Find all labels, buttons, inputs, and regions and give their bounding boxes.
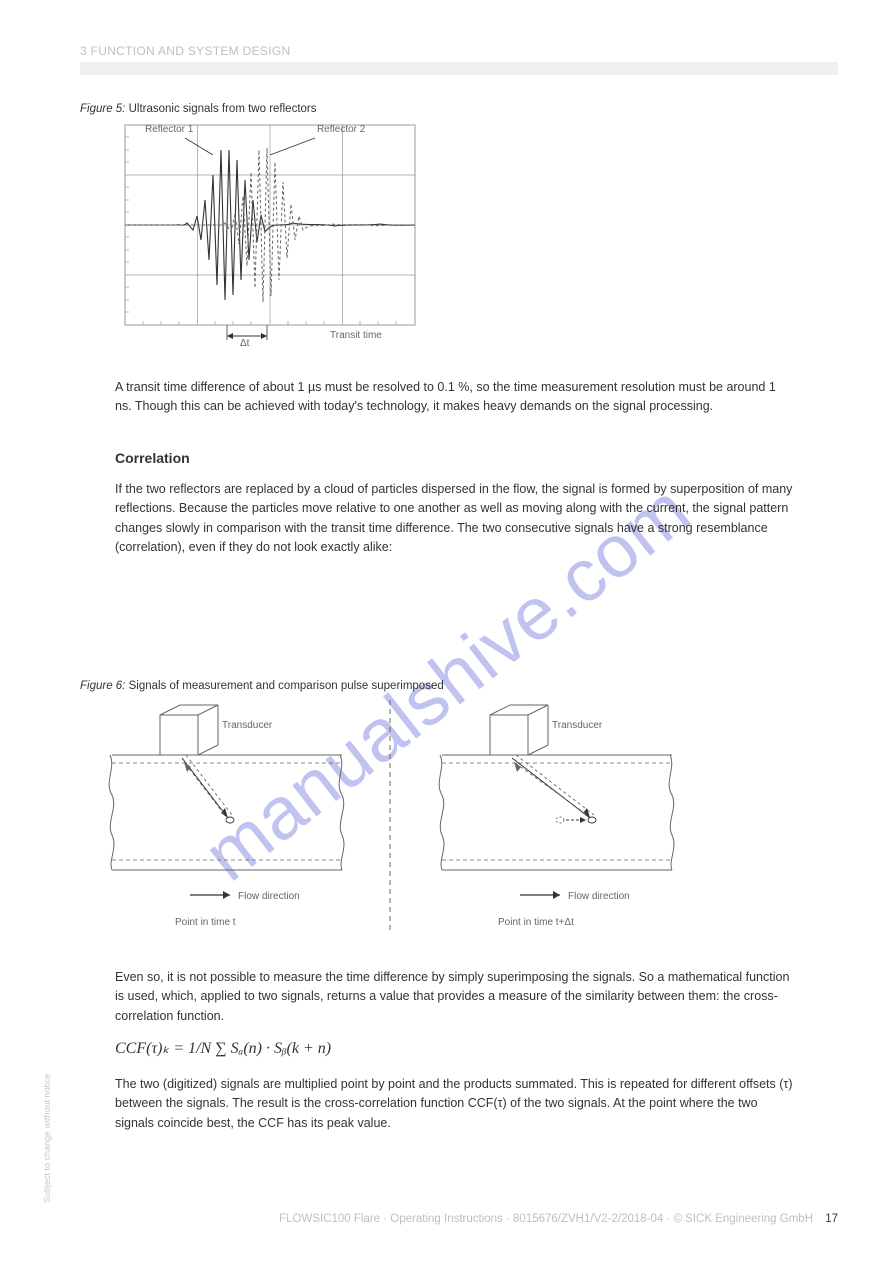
flow-label-a: Flow direction (238, 891, 300, 902)
figure5-caption: Figure 5: Ultrasonic signals from two re… (80, 103, 317, 115)
paragraph-4: The two (digitized) signals are multipli… (115, 1075, 795, 1133)
figure5-label: Figure 5: (80, 103, 125, 115)
figure6-caption-text: Signals of measurement and comparison pu… (129, 680, 444, 692)
figure6-label: Figure 6: (80, 680, 125, 692)
figure5-caption-text: Ultrasonic signals from two reflectors (129, 103, 317, 115)
figure6-caption: Figure 6: Signals of measurement and com… (80, 680, 444, 692)
figure5-chart: Reflector 1 Reflector 2 Δt Transit time (115, 120, 425, 350)
figure5-xaxis-label: Transit time (330, 330, 382, 341)
time-label-a: Point in time t (175, 917, 236, 928)
equation-ccf: CCF(τ)ₖ = 1/N ∑ Sₐ(n) · Sᵦ(k + n) (115, 1038, 331, 1058)
paragraph-3: Even so, it is not possible to measure t… (115, 968, 795, 1026)
section-heading-correlation: Correlation (115, 450, 190, 466)
figure6-diagram: Transducer Transducer Flow direction Flo… (90, 700, 730, 960)
figure5-reflector2-label: Reflector 2 (317, 124, 365, 135)
figure5-deltat-label: Δt (240, 338, 249, 349)
page: 3 FUNCTION AND SYSTEM DESIGN manualshive… (0, 0, 893, 1263)
page-header-rule (80, 62, 838, 75)
footer-doc-info: FLOWSIC100 Flare · Operating Instruction… (279, 1213, 813, 1225)
transducer-label-b: Transducer (552, 720, 603, 731)
time-label-b: Point in time t+Δt (498, 917, 574, 928)
paragraph-2: If the two reflectors are replaced by a … (115, 480, 795, 558)
page-header-section: 3 FUNCTION AND SYSTEM DESIGN (80, 44, 290, 58)
footer-page-number: 17 (825, 1213, 838, 1225)
transducer-label-a: Transducer (222, 720, 273, 731)
figure5-reflector1-label: Reflector 1 (145, 124, 193, 135)
flow-label-b: Flow direction (568, 891, 630, 902)
gutter-text: Subject to change without notice (42, 1073, 52, 1203)
paragraph-1: A transit time difference of about 1 µs … (115, 378, 795, 417)
